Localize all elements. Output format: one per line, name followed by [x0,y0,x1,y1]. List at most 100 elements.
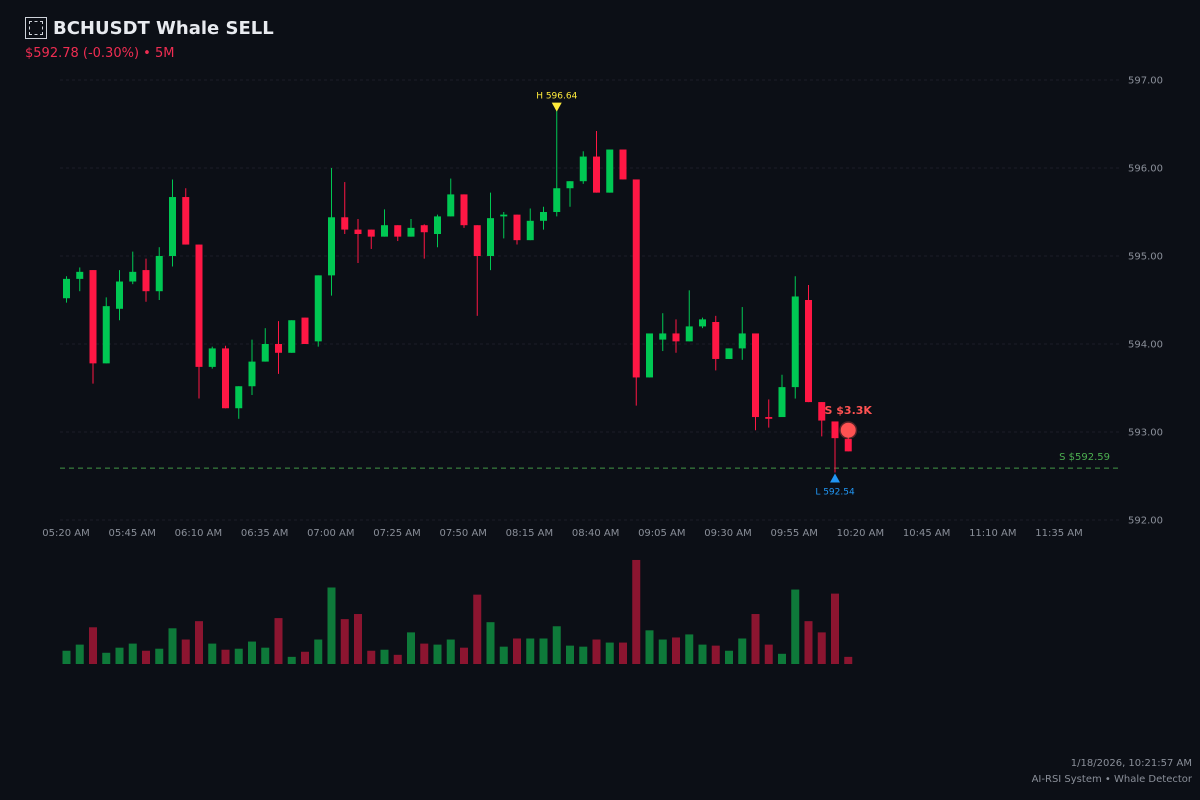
candle-body [76,271,84,279]
volume-bar [446,639,455,664]
volume-bar [619,642,627,664]
x-tick-label: 10:45 AM [903,528,950,539]
candle-body [275,344,282,353]
x-tick-label: 09:30 AM [704,528,751,539]
candle [513,214,521,245]
x-tick-label: 05:45 AM [108,528,155,539]
candle-body [646,333,653,378]
candle-body [89,270,97,364]
volume-bar [579,646,588,664]
candle [725,348,733,359]
x-tick-label: 10:20 AM [837,528,884,539]
volume-bar [645,630,654,664]
low-marker-icon [830,473,840,483]
candle [89,270,97,384]
candle-body [195,244,203,367]
support-line-group: S $592.59 [60,452,1120,469]
candle [738,307,746,360]
candle-body [447,194,455,217]
x-tick-label: 06:35 AM [241,528,288,539]
candle-body [301,317,309,344]
volume-bar [327,587,336,664]
volume-bar [314,639,323,664]
candle [195,244,203,399]
candle [460,194,468,228]
candle-body [699,319,706,327]
volume-bar [420,643,429,664]
volume-bar [764,644,773,664]
candle-body [632,179,640,378]
candle-body [288,320,296,353]
candle [831,421,839,473]
volume-bar [234,648,243,664]
volume-bar [433,644,442,664]
volume-bar [168,628,177,664]
candle-body [222,348,229,409]
candle-body [328,217,335,276]
candle [606,149,614,193]
candle [155,247,163,300]
candle [791,276,799,399]
candle [116,270,123,321]
candle [301,317,309,344]
candle [63,276,70,303]
candle-body [460,194,468,226]
candle [328,168,335,296]
candle-body [566,181,574,189]
y-tick-label: 597.00 [1128,76,1163,87]
candle [659,313,667,352]
candle [261,328,269,362]
candle-body [553,188,561,212]
candle-body [765,417,773,419]
candle-body [831,421,839,439]
candle [129,251,137,285]
candle [314,275,322,347]
low-label: L 592.54 [815,487,855,497]
candle-body [725,348,733,359]
candle [341,182,349,234]
y-tick-label: 594.00 [1128,340,1163,351]
volume-bar [142,650,150,664]
volume-bar [605,642,614,664]
y-tick-label: 592.00 [1128,516,1163,527]
high-marker-icon [551,102,562,112]
volume-bar [248,641,256,664]
candle-body [420,225,428,233]
candle [593,131,600,193]
volume-bar [473,594,482,664]
candle [407,219,415,237]
candle-body [341,217,349,230]
candle-body [235,386,243,409]
candle [394,225,402,242]
grid-lines [60,79,1120,521]
candle-body [593,156,600,193]
candle-body [182,197,190,245]
candle-body [738,333,746,349]
volume-bar [658,639,667,664]
x-tick-label: 07:50 AM [439,528,486,539]
candle [169,179,176,267]
candle [447,178,455,217]
candle-body [778,387,786,418]
volume-bar [128,643,137,664]
volume-bar [592,639,601,664]
volume-bar [221,649,230,664]
candle-body [394,225,402,237]
volume-bar [354,614,362,664]
x-tick-label: 08:40 AM [572,528,619,539]
volume-bar [75,644,84,664]
candle [818,402,826,437]
volume-bar [62,650,71,664]
footer-system: AI-RSI System • Whale Detector [1031,774,1192,785]
footer: 1/18/2026, 10:21:57 AM AI-RSI System • W… [1032,756,1192,788]
x-tick-label: 07:00 AM [307,528,354,539]
candle [367,229,375,249]
candle [699,317,706,329]
volume-bar [513,638,521,664]
candle [275,321,282,374]
candle [381,209,388,237]
candle-body [129,271,137,282]
candle [222,345,229,409]
volume-bar [115,647,124,664]
